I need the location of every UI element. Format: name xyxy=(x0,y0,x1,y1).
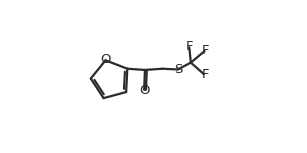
Text: F: F xyxy=(201,68,209,81)
Text: S: S xyxy=(174,63,182,76)
Text: F: F xyxy=(202,44,210,57)
Text: F: F xyxy=(185,40,193,53)
Text: O: O xyxy=(100,53,111,66)
Text: O: O xyxy=(139,84,150,97)
